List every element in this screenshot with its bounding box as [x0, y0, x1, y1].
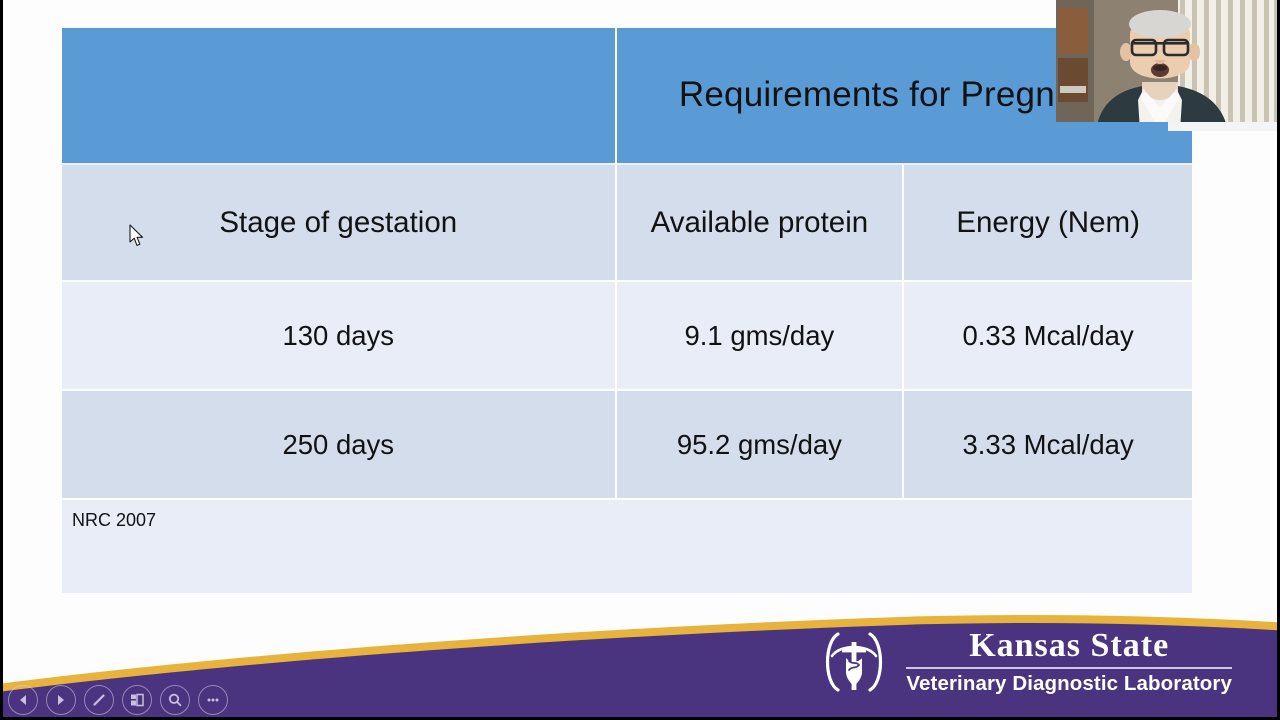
requirements-table: Requirements for Pregnancy Stage of gest…	[62, 28, 1192, 593]
previous-slide-button[interactable]	[8, 685, 38, 715]
title-row-spacer-cell	[62, 28, 617, 165]
unit-name: Veterinary Diagnostic Laboratory	[906, 671, 1232, 695]
cell-energy-250: 3.33 Mcal/day	[904, 391, 1192, 500]
triangle-left-icon	[20, 695, 26, 705]
grid-layout-icon	[131, 693, 144, 707]
cell-protein-250: 95.2 gms/day	[616, 391, 905, 500]
more-options-button[interactable]	[198, 685, 228, 715]
ellipsis-icon	[207, 698, 219, 702]
cell-stage-130: 130 days	[62, 282, 617, 391]
letterbox-right	[1277, 0, 1280, 720]
slide-overview-button[interactable]	[122, 685, 152, 715]
kansas-state-wordmark: Kansas State Veterinary Diagnostic Labor…	[906, 628, 1232, 696]
pen-icon	[93, 694, 105, 706]
institution-name: Kansas State	[969, 627, 1170, 665]
zoom-button[interactable]	[160, 685, 190, 715]
letterbox-left	[0, 0, 3, 720]
table-header-row: Stage of gestation Available protein Ene…	[62, 165, 1192, 282]
source-citation: NRC 2007	[62, 500, 1192, 593]
cell-protein-130: 9.1 gms/day	[616, 282, 905, 391]
pen-tool-button[interactable]	[84, 685, 114, 715]
kansas-state-logo: Kansas State Veterinary Diagnostic Labor…	[820, 628, 1232, 696]
table-footnote-row: NRC 2007	[62, 500, 1192, 593]
footer-swoosh-shape	[0, 615, 1280, 720]
magnifier-icon	[168, 693, 182, 707]
requirements-table-container: Requirements for Pregnancy Stage of gest…	[62, 28, 1192, 593]
table-row: 250 days 95.2 gms/day 3.33 Mcal/day	[62, 391, 1192, 500]
table-row: 130 days 9.1 gms/day 0.33 Mcal/day	[62, 282, 1192, 391]
column-header-stage: Stage of gestation	[62, 165, 617, 282]
presenter-toolbar[interactable]	[8, 685, 228, 715]
presenter-video-frame	[1056, 0, 1280, 131]
table-title-row: Requirements for Pregnancy	[62, 28, 1192, 165]
presenter-video-feed[interactable]	[1056, 0, 1280, 131]
cell-energy-130: 0.33 Mcal/day	[904, 282, 1192, 391]
triangle-right-icon	[58, 695, 64, 705]
veterinary-caduceus-emblem-icon	[826, 632, 883, 692]
letterbox-bottom	[0, 717, 1280, 720]
wordmark-divider	[906, 666, 1232, 669]
column-header-protein: Available protein	[616, 165, 905, 282]
column-header-energy: Energy (Nem)	[904, 165, 1192, 282]
cell-stage-250: 250 days	[62, 391, 617, 500]
slide-footer-band: Kansas State Veterinary Diagnostic Labor…	[0, 590, 1280, 720]
next-slide-button[interactable]	[46, 685, 76, 715]
